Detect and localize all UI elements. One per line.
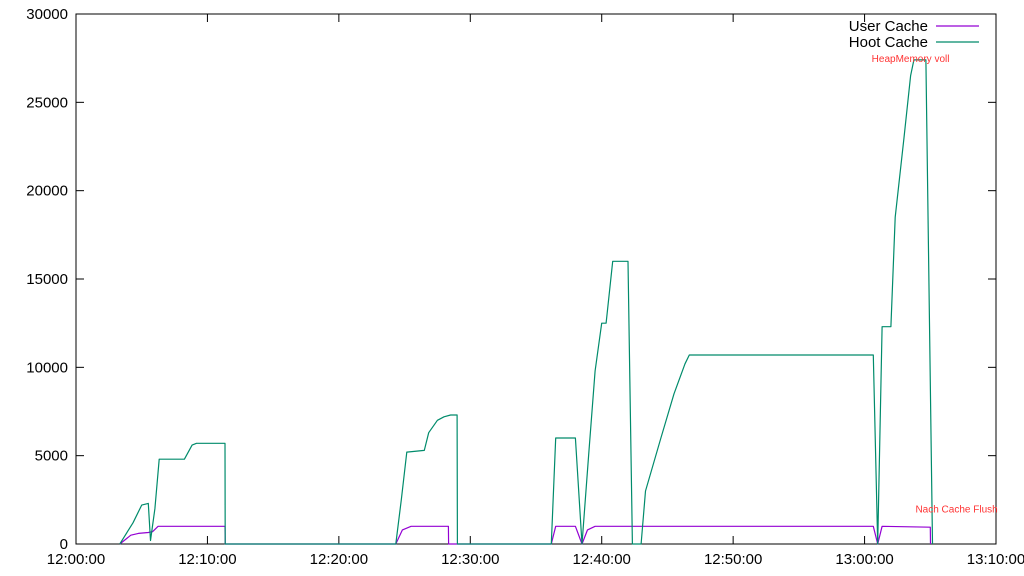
y-tick-label: 10000 (26, 359, 68, 376)
y-tick-labels: 0 5000 10000 15000 20000 25000 30000 (26, 6, 68, 553)
y-tick-label: 25000 (26, 94, 68, 111)
x-tick-labels: 12:00:00 12:10:00 12:20:00 12:30:00 12:40:00… (47, 551, 1024, 568)
y-tick-label: 5000 (35, 448, 68, 465)
annotation-label: Nach Cache Flush (915, 505, 997, 516)
series-line-0 (119, 525, 932, 545)
x-tick-label: 13:00:00 (835, 551, 893, 568)
plot-frame (75, 13, 997, 545)
y-tick-label: 30000 (26, 6, 68, 23)
x-tick-label: 12:00:00 (47, 551, 105, 568)
axis-ticks (75, 13, 997, 545)
x-tick-label: 13:10:00 (967, 551, 1024, 568)
annotations: HeapMemory voll Nach Cache Flush (872, 54, 998, 516)
series-lines (119, 59, 934, 545)
x-tick-label: 12:30:00 (441, 551, 499, 568)
x-tick-label: 12:20:00 (310, 551, 368, 568)
y-tick-label: 0 (60, 536, 68, 553)
legend-label: User Cache (849, 18, 928, 35)
series-line-1 (119, 59, 934, 545)
y-tick-label: 20000 (26, 183, 68, 200)
x-tick-label: 12:10:00 (178, 551, 236, 568)
annotation-label: HeapMemory voll (872, 54, 950, 65)
legend-label: Hoot Cache (849, 34, 928, 51)
x-tick-label: 12:50:00 (704, 551, 762, 568)
y-tick-label: 15000 (26, 271, 68, 288)
x-tick-label: 12:40:00 (573, 551, 631, 568)
